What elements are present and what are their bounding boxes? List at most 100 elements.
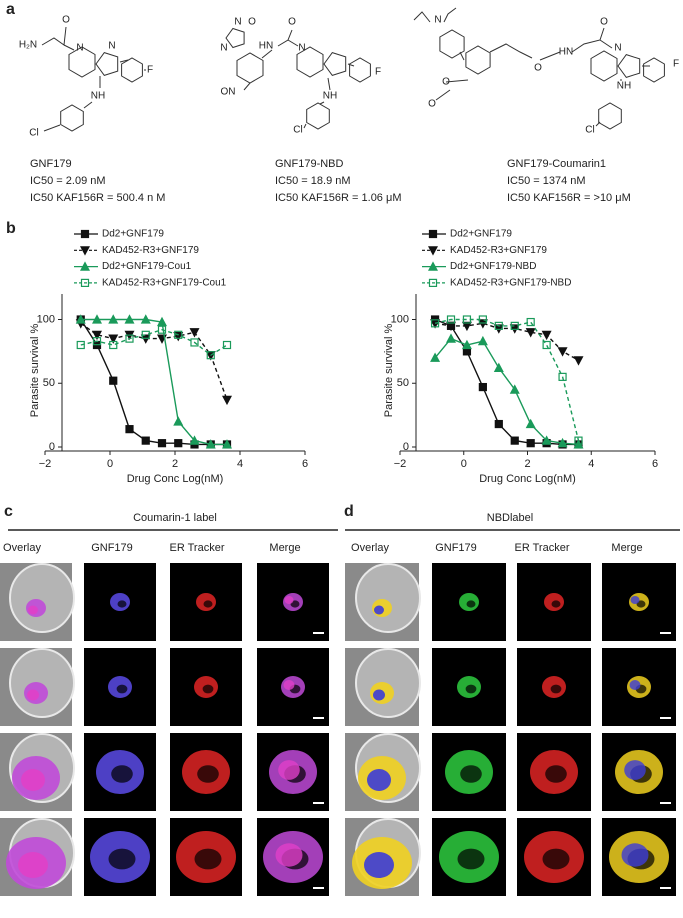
bond: [413, 11, 431, 23]
marker: [222, 340, 232, 350]
marker: [222, 395, 232, 406]
compound-text: IC50 = 1374 nM: [507, 175, 586, 187]
marker: [461, 339, 472, 350]
marker: [141, 330, 150, 339]
bond: [277, 29, 293, 47]
panel-title: Coumarin-1 label: [133, 512, 217, 524]
x-tick-label: 4: [237, 458, 243, 470]
panel-label: b: [6, 220, 16, 237]
marker: [92, 337, 102, 346]
signal-hole: [457, 848, 485, 870]
marker: [75, 314, 86, 324]
signal: [364, 852, 394, 878]
bond: [327, 77, 331, 91]
ring: [306, 102, 330, 130]
ring: [121, 57, 143, 83]
marker: [189, 328, 200, 338]
signal-hole: [197, 765, 219, 783]
signal: [374, 605, 384, 615]
column-header: ER Tracker: [514, 542, 569, 554]
atom-label: H₂N: [19, 40, 37, 51]
atom-label: F: [147, 65, 153, 76]
bond: [435, 89, 451, 101]
x-axis-label: Drug Conc Log(nM): [479, 473, 576, 485]
bond: [303, 123, 307, 129]
signal: [630, 595, 640, 605]
cell: [9, 563, 75, 633]
compound-text: GNF179-NBD: [275, 158, 344, 170]
marker: [428, 229, 438, 239]
column-header: GNF179: [435, 542, 477, 554]
ring: [95, 52, 119, 76]
atom-label: O: [428, 99, 436, 110]
ring: [236, 52, 264, 84]
cell: [355, 563, 421, 633]
signal-hole: [466, 600, 476, 608]
y-tick-label: 100: [391, 313, 409, 325]
ring: [439, 29, 465, 59]
series-line: [434, 322, 579, 361]
marker: [510, 321, 519, 330]
x-tick-label: −2: [394, 458, 407, 470]
bond: [571, 27, 605, 53]
x-tick-label: 2: [172, 458, 178, 470]
marker: [80, 229, 90, 239]
y-axis-label: Parasite survival %: [383, 324, 395, 418]
signal-hole: [116, 684, 128, 694]
marker: [541, 435, 552, 445]
x-tick-label: 6: [652, 458, 658, 470]
y-tick-label: 0: [49, 441, 55, 453]
marker: [462, 315, 472, 324]
panel-label: a: [6, 1, 15, 18]
atom-label: O: [288, 17, 296, 28]
signal: [284, 595, 294, 605]
ring: [296, 46, 324, 78]
marker: [205, 439, 216, 449]
ring: [465, 45, 491, 75]
column-header: Merge: [611, 542, 642, 554]
signal: [629, 680, 641, 690]
marker: [157, 316, 167, 327]
bond: [595, 121, 601, 127]
y-tick-label: 50: [43, 377, 55, 389]
marker: [125, 425, 134, 434]
ring: [643, 57, 665, 83]
atom-label: N: [108, 41, 115, 52]
marker: [125, 334, 134, 343]
marker: [573, 356, 584, 366]
ring: [617, 54, 641, 78]
signal-hole: [460, 765, 482, 783]
x-tick-label: 0: [461, 458, 467, 470]
marker: [526, 439, 535, 448]
bond: [261, 49, 273, 59]
signal: [283, 680, 295, 690]
compound-text: IC50 KAF156R = 1.06 μM: [275, 192, 401, 204]
y-tick-label: 100: [37, 313, 55, 325]
atom-label: O: [62, 15, 70, 26]
bond: [43, 124, 61, 132]
marker: [109, 340, 118, 350]
column-header: Overlay: [3, 542, 41, 554]
marker: [189, 435, 200, 445]
ring: [323, 52, 347, 76]
bond: [83, 101, 93, 109]
marker: [509, 324, 520, 334]
bond: [599, 39, 613, 49]
panel-title: NBDlabel: [487, 512, 533, 524]
signal-hole: [551, 600, 561, 608]
marker: [141, 436, 150, 445]
atom-label: N: [434, 15, 441, 26]
atom-label: O: [248, 17, 256, 28]
marker: [80, 246, 90, 256]
marker: [541, 330, 552, 341]
marker: [428, 246, 438, 256]
marker: [574, 436, 583, 445]
legend-label: KAD452-R3+GNF179-NBD: [450, 278, 571, 289]
series-line: [434, 318, 579, 446]
atom-label: F: [673, 59, 679, 70]
legend-label: KAD452-R3+GNF179: [450, 245, 547, 256]
marker: [542, 340, 551, 350]
marker: [526, 317, 535, 327]
signal-hole: [545, 765, 567, 783]
